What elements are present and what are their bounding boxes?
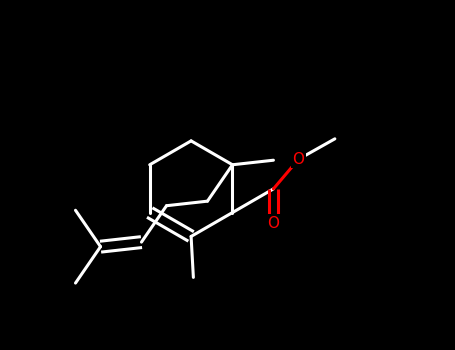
Text: O: O [293,152,304,167]
Text: O: O [268,216,279,231]
